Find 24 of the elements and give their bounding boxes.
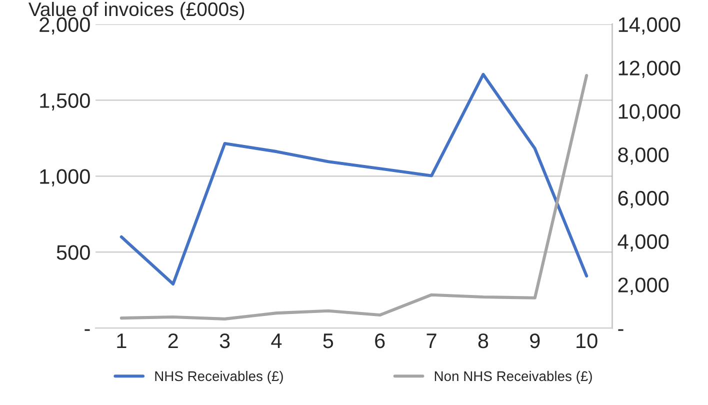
- x-tick-label: 1: [117, 334, 126, 348]
- x-tick-label: 10: [576, 333, 598, 348]
- y-tick-label: -: [84, 329, 90, 331]
- x-tick-label: 7: [426, 334, 436, 348]
- y-tick-label: 1,500: [40, 93, 90, 110]
- y2-tick-label: 2,000: [618, 278, 669, 295]
- y2-tick-label: 8,000: [618, 147, 669, 165]
- x-tick-label: 9: [530, 333, 540, 348]
- x-tick-label: 8: [478, 333, 488, 348]
- y2-tick-label: 4,000: [618, 234, 669, 252]
- y2-tick-label: 12,000: [618, 60, 680, 78]
- legend-label: Non NHS Receivables (£): [434, 370, 592, 384]
- x-tick-label: 2: [168, 333, 178, 348]
- x-tick-label: 5: [323, 334, 334, 348]
- x-tick-label: 6: [375, 333, 385, 348]
- legend-label: NHS Receivables (£): [155, 370, 283, 384]
- y2-tick-label: -: [618, 329, 624, 331]
- x-tick-label: 3: [220, 333, 230, 348]
- x-tick-label: 4: [271, 334, 282, 348]
- y-tick-label: 500: [56, 245, 90, 260]
- y2-tick-label: 6,000: [618, 190, 669, 208]
- y2-tick-label: 14,000: [618, 17, 680, 35]
- y-tick-label: 1,000: [40, 169, 90, 186]
- y2-tick-label: 10,000: [618, 104, 680, 122]
